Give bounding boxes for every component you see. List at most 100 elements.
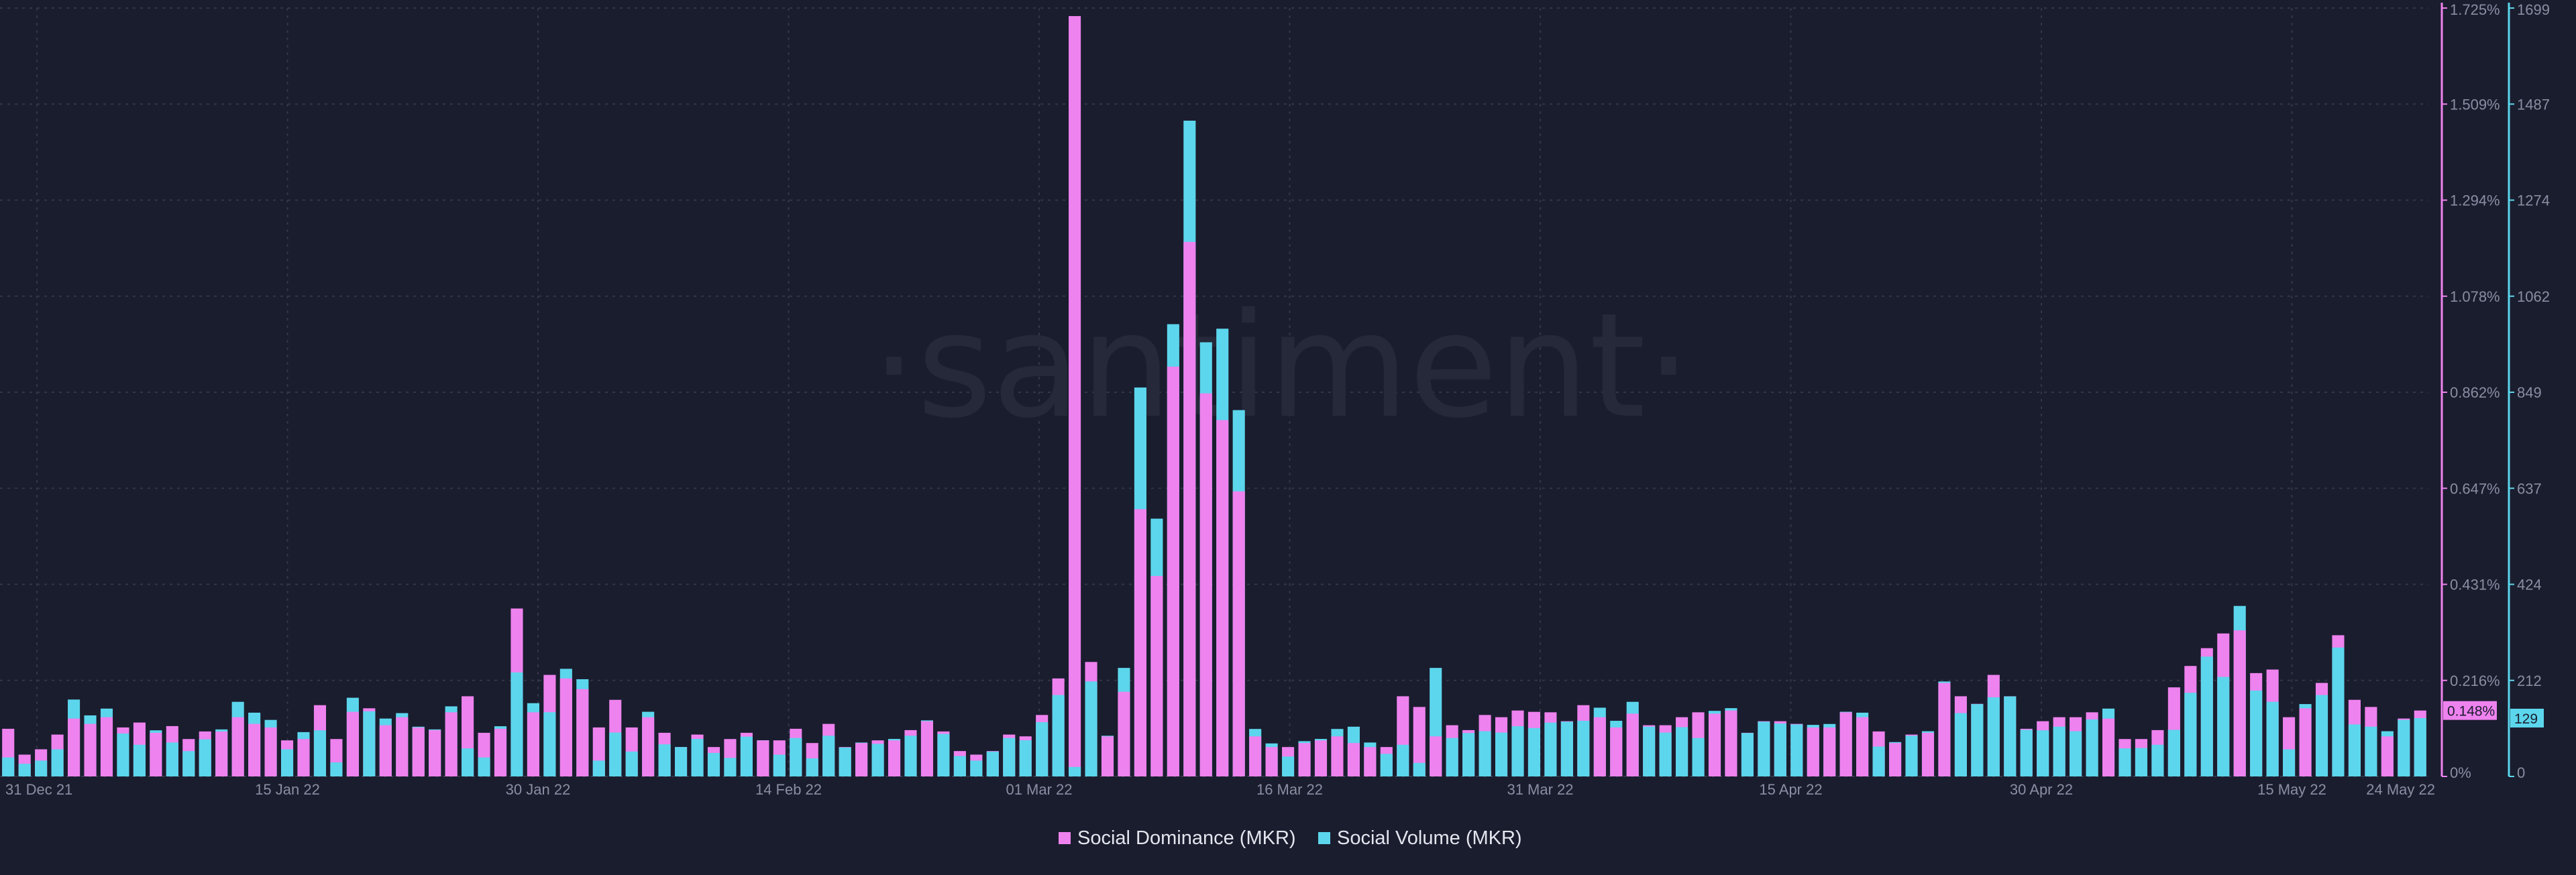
volume-bar xyxy=(2151,744,2164,776)
dominance-bar xyxy=(248,723,261,776)
volume-axis-tick-label: 1062 xyxy=(2517,288,2550,305)
volume-bar xyxy=(1758,721,1770,776)
dominance-bar xyxy=(1593,717,1606,776)
volume-bar xyxy=(806,758,818,776)
volume-bar xyxy=(1019,740,1032,776)
dominance-bar xyxy=(1364,747,1377,776)
dominance-bar xyxy=(1921,732,1935,776)
volume-bar xyxy=(2037,730,2049,776)
x-axis-tick-label: 30 Apr 22 xyxy=(2010,781,2073,798)
dominance-bar xyxy=(379,725,392,776)
dominance-bar xyxy=(429,730,441,776)
dominance-bar xyxy=(1232,491,1245,776)
volume-bar xyxy=(1462,733,1475,776)
dominance-bar xyxy=(855,743,868,776)
volume-bar xyxy=(904,736,917,776)
volume-bar xyxy=(1659,732,1672,776)
volume-bar xyxy=(2365,726,2377,776)
dominance-bar xyxy=(1199,393,1212,776)
dominance-bar xyxy=(264,727,277,776)
x-axis-tick-label: 14 Feb 22 xyxy=(755,781,822,798)
volume-bar xyxy=(1790,724,1803,776)
volume-bar xyxy=(2118,748,2131,776)
volume-bar xyxy=(1036,722,1049,776)
dominance-bar xyxy=(1249,736,1262,776)
legend-swatch-dominance xyxy=(1059,832,1071,844)
volume-bar xyxy=(1692,738,1705,776)
dominance-bar xyxy=(2102,718,2115,776)
volume-bar xyxy=(675,747,688,776)
volume-bar xyxy=(543,712,556,776)
volume-bar xyxy=(839,747,851,776)
dominance-bar xyxy=(576,689,589,776)
volume-bar xyxy=(2004,696,2017,776)
volume-axis-tick-label: 424 xyxy=(2517,577,2542,593)
watermark: ·santiment· xyxy=(871,282,1691,450)
volume-bar xyxy=(1495,732,1508,776)
dominance-bar xyxy=(757,740,769,776)
volume-bar xyxy=(2070,731,2082,776)
volume-bar xyxy=(133,744,146,776)
volume-bar xyxy=(953,756,966,776)
volume-axis-tick-label: 1274 xyxy=(2517,192,2550,209)
volume-bar xyxy=(1085,681,1097,776)
dominance-bar xyxy=(494,728,507,776)
volume-axis-tick-label: 637 xyxy=(2517,480,2542,497)
volume-bar xyxy=(970,760,983,776)
dominance-bar xyxy=(1216,420,1229,776)
volume-bar xyxy=(1971,704,1984,776)
dominance-bar xyxy=(1150,576,1163,776)
volume-bar xyxy=(199,739,211,776)
volume-bar xyxy=(1282,756,1295,776)
dominance-bar xyxy=(1331,736,1344,776)
dominance-axis-tick-label: 0.431% xyxy=(2450,577,2500,593)
x-axis-tick-label: 15 Jan 22 xyxy=(255,781,320,798)
dominance-bar xyxy=(1430,736,1442,776)
volume-bar xyxy=(462,748,474,776)
dominance-bar xyxy=(396,717,409,776)
volume-bar xyxy=(1987,697,2000,776)
volume-bar xyxy=(2315,695,2328,776)
dominance-axis-tick-label: 1.725% xyxy=(2450,1,2500,18)
dominance-bar xyxy=(100,717,113,776)
volume-bar xyxy=(2348,724,2361,776)
volume-bar xyxy=(2332,647,2345,776)
volume-bar xyxy=(166,742,178,776)
dominance-bar xyxy=(2233,630,2246,776)
dominance-bar xyxy=(150,732,162,776)
volume-bar xyxy=(2398,719,2410,776)
dominance-bar xyxy=(68,718,80,776)
volume-bar xyxy=(986,751,999,776)
dominance-bar xyxy=(445,712,458,776)
legend-label-dominance: Social Dominance (MKR) xyxy=(1077,827,1296,849)
volume-bar xyxy=(478,757,490,776)
volume-bar xyxy=(2086,719,2098,776)
volume-bar xyxy=(2414,717,2426,776)
volume-bar xyxy=(1544,722,1557,776)
volume-bar xyxy=(2020,730,2033,776)
volume-bar xyxy=(658,744,671,776)
dominance-bar xyxy=(412,727,425,776)
dominance-bar xyxy=(1118,691,1130,776)
volume-bar xyxy=(1511,726,1524,776)
volume-bar xyxy=(2250,690,2263,776)
dominance-last-value-badge xyxy=(2443,701,2497,720)
dominance-bar xyxy=(642,717,655,776)
volume-bar xyxy=(511,672,523,776)
x-axis-tick-label: 31 Mar 22 xyxy=(1507,781,1573,798)
volume-bar xyxy=(2135,748,2148,776)
dominance-bar xyxy=(1839,712,1852,776)
volume-bar xyxy=(609,732,622,776)
volume-bar xyxy=(1643,726,1656,776)
legend-label-volume: Social Volume (MKR) xyxy=(1337,827,1522,849)
volume-bar xyxy=(1446,738,1458,776)
dominance-bar xyxy=(231,717,244,776)
dominance-bar xyxy=(1889,743,1902,776)
dominance-last-value: 0.148% xyxy=(2447,704,2495,719)
dominance-bar xyxy=(1265,747,1278,776)
volume-bar xyxy=(363,711,376,776)
dominance-bar xyxy=(888,740,901,776)
volume-bar xyxy=(1560,721,1573,776)
